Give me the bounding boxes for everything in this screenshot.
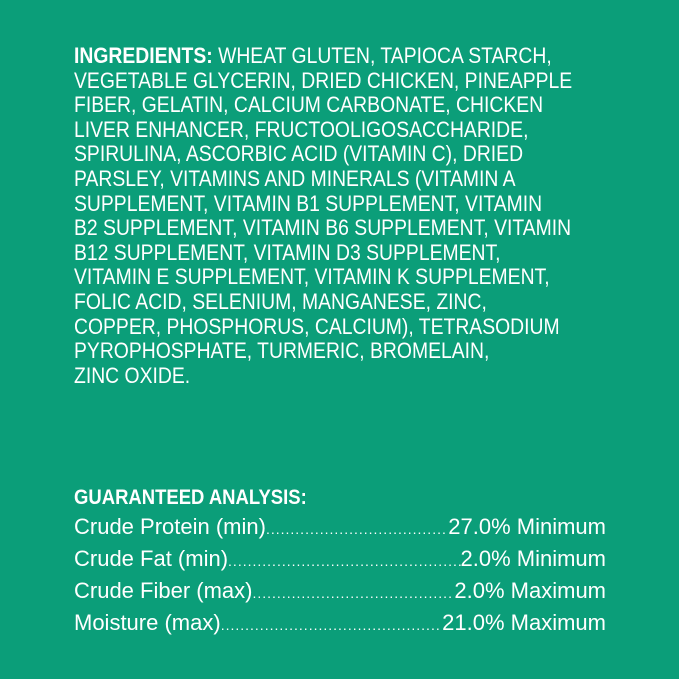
analysis-title: GUARANTEED ANALYSIS: — [74, 486, 307, 509]
analysis-value: 21.0% Maximum — [442, 610, 606, 635]
dot-leader — [221, 611, 442, 640]
analysis-value: 2.0% Maximum — [454, 578, 606, 603]
analysis-name: Crude Fat (min) — [74, 546, 229, 571]
analysis-row: Crude Protein (min) 27.0% Minimum — [74, 512, 606, 544]
dot-leader — [228, 547, 460, 576]
ingredients-line: VEGETABLE GLYCERIN, DRIED CHICKEN, PINEA… — [74, 67, 573, 93]
ingredients-line: SUPPLEMENT, VITAMIN B1 SUPPLEMENT, VITAM… — [74, 190, 543, 216]
ingredients-line: VITAMIN E SUPPLEMENT, VITAMIN K SUPPLEME… — [74, 264, 550, 290]
analysis-name: Moisture (max) — [74, 610, 221, 635]
analysis-row: Moisture (max) 21.0% Maximum — [74, 608, 606, 640]
analysis-row: Crude Fat (min) 2.0% Minimum — [74, 544, 606, 576]
ingredients-line: PYROPHOSPHATE, TURMERIC, BROMELAIN, — [74, 338, 490, 364]
ingredients-line: INGREDIENTS: WHEAT GLUTEN, TAPIOCA STARC… — [74, 43, 607, 69]
ingredients-line: FIBER, GELATIN, CALCIUM CARBONATE, CHICK… — [74, 92, 544, 118]
ingredients-line: COPPER, PHOSPHORUS, CALCIUM), TETRASODIU… — [74, 313, 560, 339]
ingredients-line: SPIRULINA, ASCORBIC ACID (VITAMIN C), DR… — [74, 141, 524, 167]
ingredients-text: WHEAT GLUTEN, TAPIOCA STARCH, — [212, 43, 552, 68]
guaranteed-analysis: GUARANTEED ANALYSIS: Crude Protein (min)… — [74, 484, 606, 640]
ingredients-line: ZINC OXIDE. — [74, 362, 191, 388]
analysis-row: Crude Fiber (max) 2.0% Maximum — [74, 576, 606, 608]
ingredients-line: B2 SUPPLEMENT, VITAMIN B6 SUPPLEMENT, VI… — [74, 215, 572, 241]
ingredients-block: INGREDIENTS: WHEAT GLUTEN, TAPIOCA STARC… — [74, 43, 607, 388]
ingredients-line: LIVER ENHANCER, FRUCTOOLIGOSACCHARIDE, — [74, 116, 529, 142]
analysis-value: 2.0% Minimum — [460, 546, 606, 571]
dot-leader — [266, 515, 448, 544]
analysis-name: Crude Protein (min) — [74, 514, 266, 539]
dot-leader — [252, 579, 454, 608]
ingredients-label: INGREDIENTS: — [74, 43, 213, 68]
analysis-name: Crude Fiber (max) — [74, 578, 253, 603]
ingredients-line: PARSLEY, VITAMINS AND MINERALS (VITAMIN … — [74, 165, 516, 191]
ingredients-line: FOLIC ACID, SELENIUM, MANGANESE, ZINC, — [74, 288, 487, 314]
ingredients-line: B12 SUPPLEMENT, VITAMIN D3 SUPPLEMENT, — [74, 239, 501, 265]
analysis-value: 27.0% Minimum — [448, 514, 606, 539]
